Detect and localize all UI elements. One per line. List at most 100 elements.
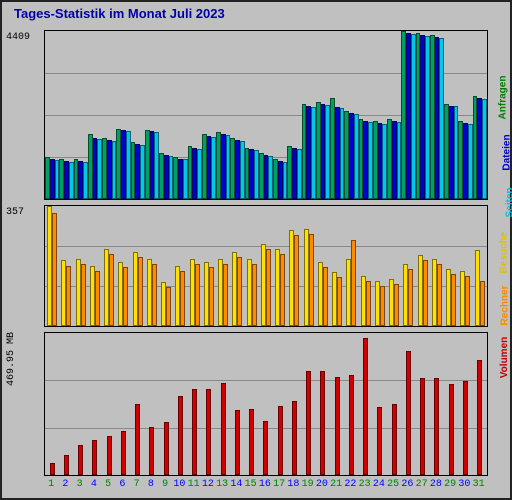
bar [423,260,428,326]
bar [337,277,342,326]
bar [209,267,214,326]
bar [109,254,114,326]
bar [306,371,311,475]
chart-title: Tages-Statistik im Monat Juli 2023 [14,6,225,21]
bar [482,99,487,199]
bar [263,421,268,475]
bar [235,410,240,475]
ylabel-mid: 357 [6,207,24,218]
bar [107,436,112,475]
bar [121,431,126,475]
bar [392,404,397,475]
legend-rechner: Rechner [499,285,510,325]
bar [66,266,71,327]
bar [223,264,228,326]
bar [449,384,454,475]
bar [463,381,468,475]
x-tick: 15 [244,479,258,490]
bar [221,383,226,475]
x-tick: 22 [343,479,357,490]
x-tick: 10 [172,479,186,490]
bar [192,389,197,475]
x-tick: 8 [144,479,158,490]
bar [320,371,325,475]
bar [434,378,439,475]
bar [180,271,185,326]
bar [135,404,140,475]
bar [178,396,183,475]
bar [465,276,470,326]
x-tick: 23 [358,479,372,490]
legend-anfragen: Anfragen [498,76,509,120]
x-tick: 6 [115,479,129,490]
bar [335,377,340,475]
legend-besuche: Besuche [499,232,510,274]
bar [138,257,143,326]
x-tick: 25 [386,479,400,490]
x-tick: 4 [87,479,101,490]
bar [195,264,200,326]
bar [252,264,257,326]
panel-bot [44,332,488,476]
x-tick: 3 [73,479,87,490]
bar [278,406,283,475]
x-tick: 18 [286,479,300,490]
x-tick: 16 [258,479,272,490]
x-tick: 9 [158,479,172,490]
bar [406,351,411,475]
bar [477,360,482,475]
bar [309,234,314,326]
x-tick: 2 [58,479,72,490]
bar [237,257,242,326]
bar [294,235,299,326]
bar [280,254,285,326]
panel-top [44,30,488,200]
bar [377,407,382,475]
x-tick: 27 [415,479,429,490]
bar [292,401,297,475]
bar [266,249,271,326]
bar [437,264,442,326]
bar [81,264,86,326]
bar [420,378,425,475]
x-axis: 1234567891011121314151617181920212223242… [44,479,486,490]
panel-mid [44,205,488,327]
x-tick: 13 [215,479,229,490]
bar [50,463,55,475]
bar [78,445,83,475]
legend-volumen: Volumen [499,337,510,378]
bar [149,427,154,475]
x-tick: 17 [272,479,286,490]
x-tick: 12 [201,479,215,490]
x-tick: 14 [229,479,243,490]
bar [323,267,328,326]
bar [164,422,169,475]
x-tick: 26 [400,479,414,490]
x-tick: 7 [130,479,144,490]
x-tick: 30 [457,479,471,490]
ylabel-bot: 469.95 MB [6,332,17,386]
bar [480,281,485,326]
bar [92,440,97,475]
x-tick: 28 [429,479,443,490]
legend-dateien: Dateien [501,134,512,170]
bar [249,409,254,475]
bar [152,264,157,326]
x-tick: 1 [44,479,58,490]
x-tick: 31 [472,479,486,490]
x-tick: 20 [315,479,329,490]
bar [206,389,211,475]
bar [363,338,368,475]
x-tick: 29 [443,479,457,490]
stats-chart: Tages-Statistik im Monat Juli 2023 4409 … [0,0,512,500]
bar [166,287,171,326]
bar [394,284,399,326]
x-tick: 5 [101,479,115,490]
x-tick: 24 [372,479,386,490]
bar [123,267,128,326]
bar [64,455,69,475]
bar [366,281,371,326]
bar [349,375,354,475]
bar [52,213,57,326]
bar [451,274,456,326]
